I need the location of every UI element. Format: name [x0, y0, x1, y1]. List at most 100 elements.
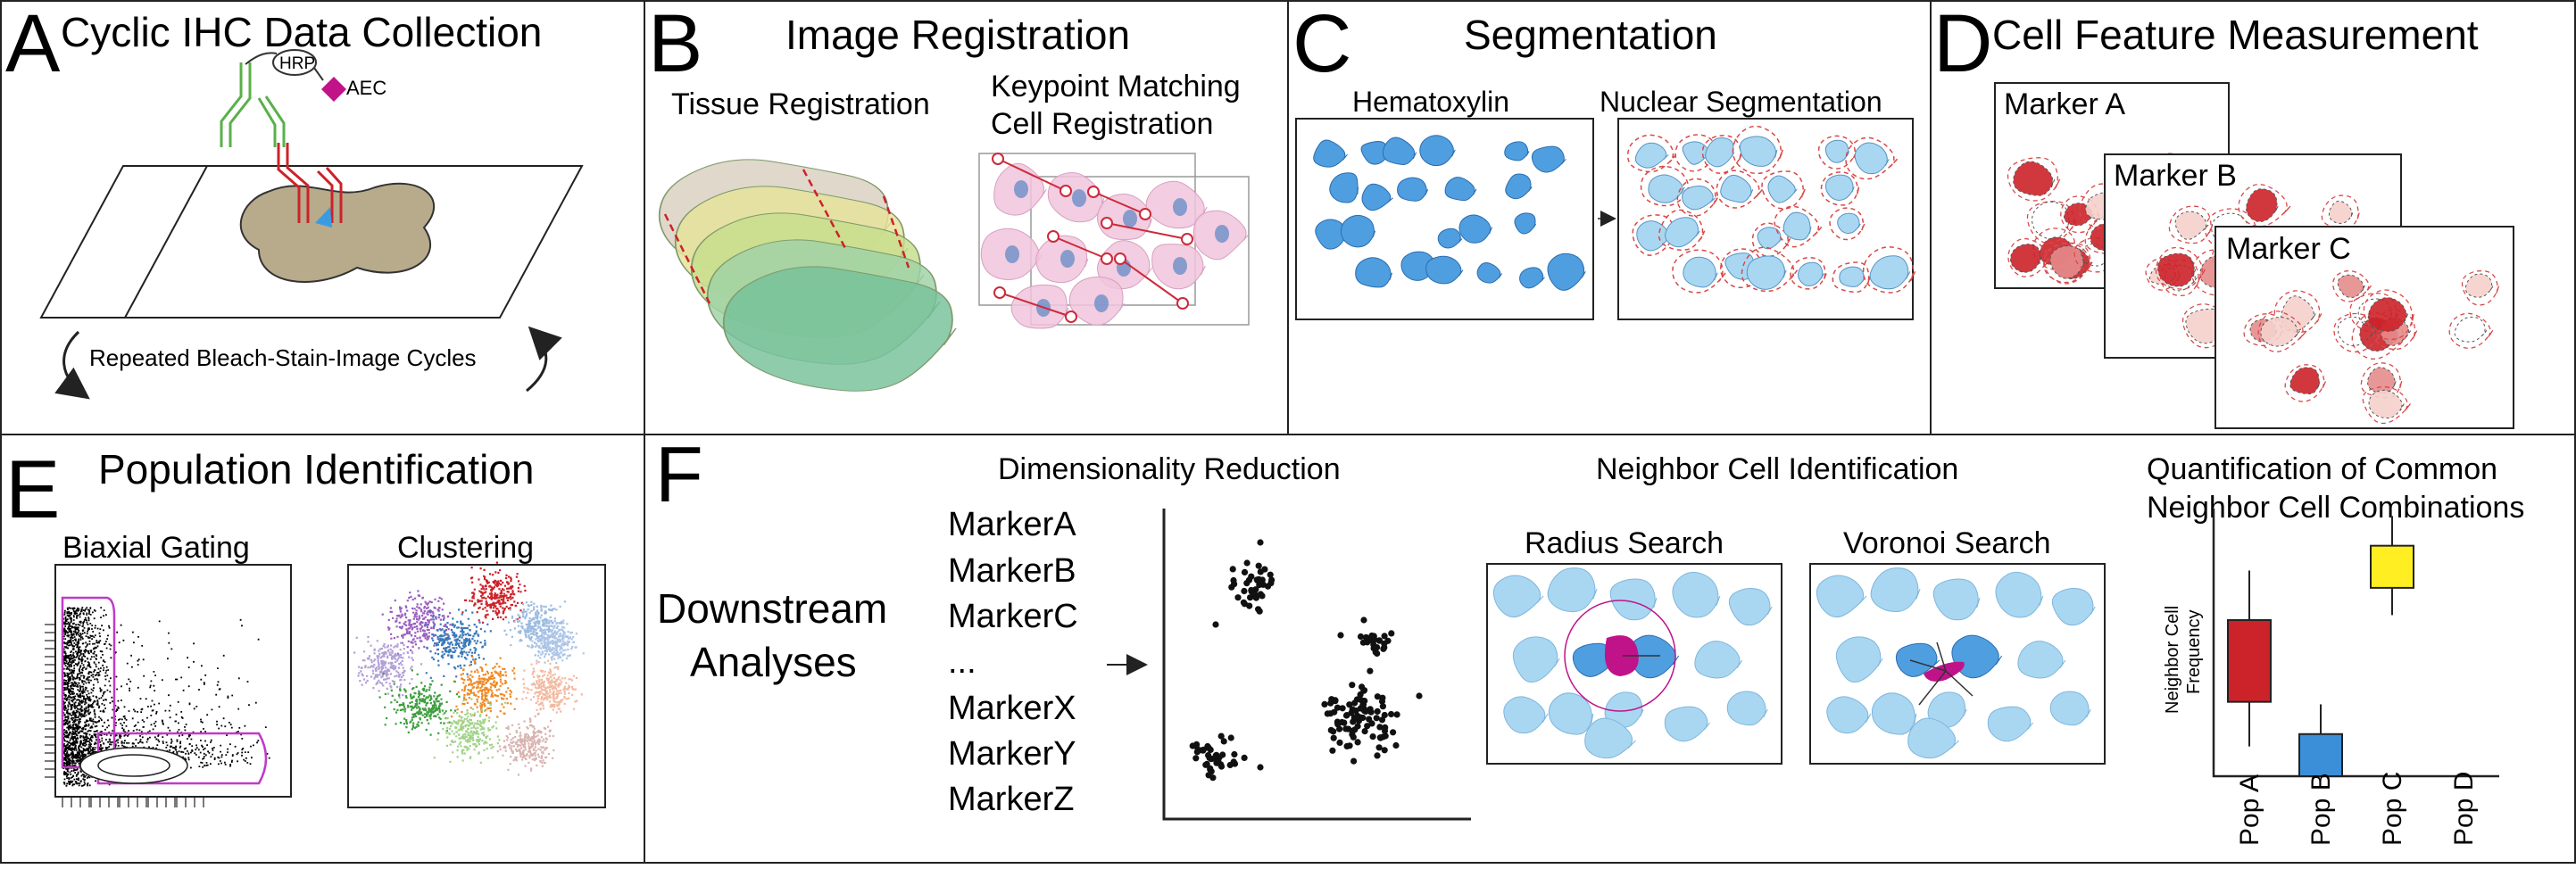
cell-outline — [2273, 290, 2323, 334]
cell-nucleus — [2260, 317, 2300, 347]
keypoint-marker — [1047, 230, 1059, 243]
registration-line — [882, 195, 910, 269]
dimred-point — [1388, 630, 1395, 637]
cell-outline — [2332, 269, 2372, 302]
radius-cells — [1492, 567, 1773, 759]
density-contour — [97, 754, 170, 777]
dimred-point — [1381, 640, 1388, 648]
tissue-icon — [239, 182, 436, 284]
panel-f-letter: F — [655, 430, 703, 518]
segmented-nucleus — [1824, 139, 1850, 163]
segmented-nucleus — [1767, 175, 1798, 203]
clustering-plot-frame — [347, 564, 606, 808]
segmentation-outline — [1676, 178, 1718, 217]
cell-nucleus — [2368, 389, 2405, 419]
biaxial-ticks — [45, 624, 204, 807]
dimred-point — [1416, 692, 1423, 699]
segmented-nucleus — [1739, 136, 1778, 167]
biaxial-gates — [61, 596, 268, 785]
keypoint-link — [1093, 191, 1146, 215]
segmentation-outline — [1832, 261, 1871, 294]
neighbor-cell — [1995, 571, 2044, 618]
neighbor-cell — [1871, 692, 1917, 735]
keypoint-marker — [1059, 185, 1072, 197]
keypoint-link — [1052, 236, 1108, 260]
dimred-point — [1332, 697, 1339, 704]
downstream-label-1: Downstream — [657, 585, 887, 632]
dimred-point — [1334, 704, 1342, 711]
hematoxylin-nucleus — [1382, 137, 1417, 166]
aec-label: AEC — [346, 77, 386, 99]
cell-nucleus — [2337, 274, 2365, 298]
dimred-point — [1359, 639, 1367, 646]
marker-list-item: ... — [948, 643, 976, 681]
cycle-arrow-right-icon — [526, 326, 562, 393]
dimred-point — [1212, 621, 1219, 628]
segmentation-outline — [1741, 246, 1799, 293]
dimred-point — [1339, 705, 1346, 712]
dimred-point — [1227, 734, 1234, 741]
box-iqr — [2298, 732, 2343, 777]
registration-line — [663, 213, 711, 304]
segmentation-outline — [1672, 249, 1726, 294]
marker-layer-label: Marker B — [2114, 159, 2237, 193]
neighbor-cell — [1512, 636, 1560, 683]
cell-registration-label: Cell Registration — [991, 107, 1213, 141]
tissue-registration-label: Tissue Registration — [671, 87, 930, 121]
query-cell — [1604, 635, 1639, 676]
keypoint-link — [1106, 222, 1188, 240]
cell-nucleus — [1173, 257, 1187, 275]
neighbor-cell — [1987, 706, 2034, 742]
category-label: Pop C — [2378, 772, 2407, 846]
dimred-point — [1374, 650, 1381, 658]
dimred-point — [1234, 594, 1242, 601]
dimred-point — [1192, 755, 1200, 762]
cell-nucleus — [2289, 367, 2321, 395]
panel-c-title: Segmentation — [1464, 12, 1717, 58]
dimred-point — [1360, 687, 1368, 694]
dimred-point — [1381, 711, 1388, 719]
panel-b-letter: B — [648, 0, 702, 89]
dimred-point — [1378, 716, 1386, 724]
segmented-nucleus — [1854, 142, 1890, 175]
dimred-point — [1393, 711, 1400, 718]
neighbor-cell — [1609, 578, 1658, 621]
dimred-point — [1357, 705, 1364, 712]
voronoi-cells — [1816, 567, 2096, 759]
segmented-nucleus — [1824, 174, 1855, 201]
neighbor-title: Neighbor Cell Identification — [1596, 452, 1958, 486]
dimred-point — [1193, 749, 1201, 756]
cell-outline — [2257, 310, 2307, 352]
cell-outline — [2007, 157, 2061, 202]
segmented-nucleus — [1682, 185, 1716, 211]
hematoxylin-nucleus — [1437, 228, 1463, 249]
dimred-point — [1374, 693, 1381, 700]
voronoi-label: Voronoi Search — [1843, 526, 2051, 560]
cell-nucleus — [2009, 244, 2042, 273]
dimred-point — [1324, 710, 1331, 717]
dimred-point — [1255, 562, 1262, 569]
segmentation-outline — [1817, 135, 1857, 170]
segmentation-outline — [1790, 256, 1827, 290]
keypoint-marker — [1181, 233, 1193, 245]
cluster-points — [528, 619, 585, 665]
marker-list-item: MarkerB — [948, 552, 1076, 590]
cluster-points — [451, 656, 518, 724]
hematoxylin-nucleus — [1444, 177, 1477, 202]
dimred-point — [1259, 592, 1266, 600]
neighbor-cell — [2049, 691, 2091, 726]
keypoint-marker — [1101, 217, 1113, 229]
cell-outline — [2084, 216, 2132, 254]
cell-outline — [2145, 258, 2181, 291]
neighbor-cell — [1672, 571, 1721, 618]
keypoint-marker — [1114, 252, 1126, 265]
dimred-point — [1241, 587, 1248, 595]
dimred-point — [1373, 715, 1380, 722]
panel-d-title: Cell Feature Measurement — [1992, 12, 2479, 58]
cell-outline — [2155, 246, 2206, 290]
panel-c: C Segmentation Hematoxylin Nuclear Segme… — [1292, 0, 1916, 320]
segmented-nucleus — [1869, 255, 1911, 290]
keypoint-marker — [1087, 186, 1100, 198]
dimred-point — [1217, 763, 1226, 770]
